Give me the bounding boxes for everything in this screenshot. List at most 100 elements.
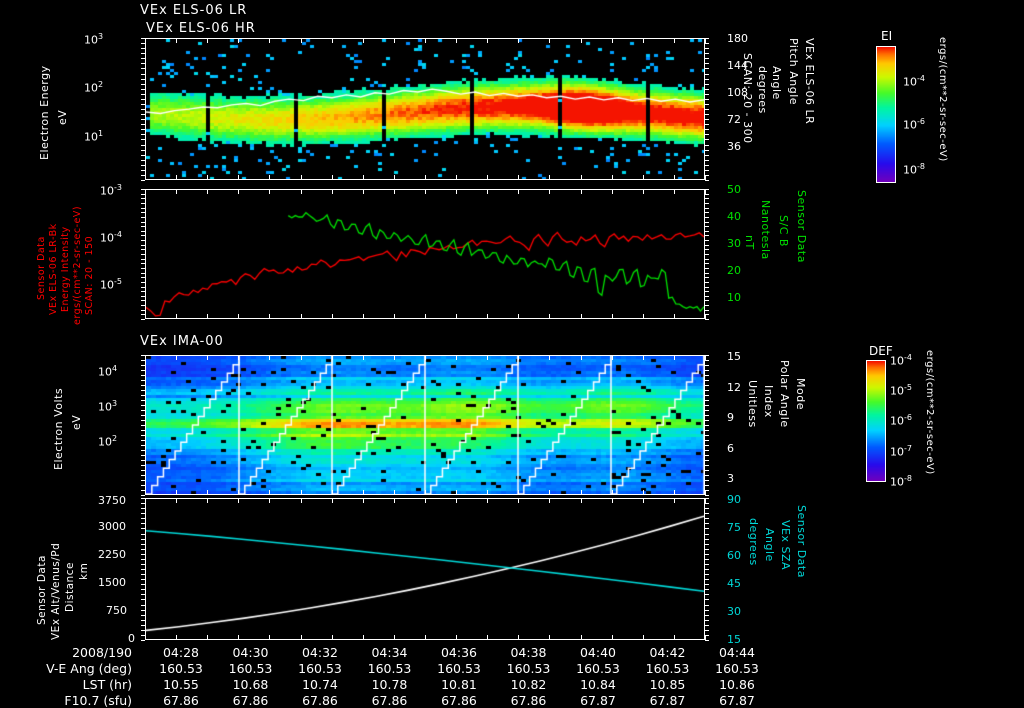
axis-minor-tick [705, 272, 709, 274]
colorbar2-units-text: ergs/(cm**2-sr-sec-eV) [924, 350, 935, 475]
colorbar2-tick-4: 10-8 [890, 474, 912, 489]
axis-minor-tick [141, 558, 145, 560]
axis-minor-tick [141, 465, 145, 466]
axis-minor-tick [705, 189, 709, 190]
colorbar1-tick-2: 10-8 [903, 162, 925, 177]
axis-minor-tick [141, 63, 145, 65]
axis-tick [176, 189, 178, 194]
table-cell: 67.86 [232, 693, 269, 708]
axis-minor-tick [141, 114, 145, 116]
axis-minor-tick [141, 88, 145, 90]
table-cell: 160.53 [159, 661, 203, 676]
axis-minor-tick [141, 553, 145, 555]
colorbar2-tick-2: 10-6 [890, 413, 912, 428]
panel4-ytick-2: 2250 [98, 548, 126, 561]
panel2-right-label-2: Nanotesla [759, 200, 772, 260]
axis-minor-tick [705, 109, 709, 110]
panel3-rytick-0: 15 [727, 350, 741, 363]
panel4-left-label-2: Distance [64, 562, 76, 612]
axis-minor-tick [705, 375, 709, 376]
panel1-ytick-0: 103 [84, 32, 104, 47]
axis-minor-tick [141, 385, 145, 386]
axis-tick [611, 189, 613, 194]
axis-minor-tick [705, 202, 709, 204]
axis-minor-tick [141, 277, 145, 279]
colorbar1-units: ergs/(cm**2-sr-sec-eV) [937, 37, 948, 162]
axis-tick [269, 635, 271, 640]
panel3-left-axis-units-text: eV [70, 414, 83, 430]
axis-minor-tick [705, 533, 709, 535]
axis-minor-tick [705, 230, 709, 232]
axis-minor-tick [705, 528, 709, 530]
axis-minor-tick [705, 83, 709, 85]
axis-minor-tick [141, 53, 145, 55]
axis-minor-tick [705, 309, 709, 311]
table-cell: 04:44 [718, 645, 756, 660]
axis-minor-tick [705, 254, 709, 255]
panel2-rytick-1: 40 [727, 210, 741, 223]
axis-tick [145, 175, 146, 180]
axis-minor-tick [141, 109, 145, 110]
axis-minor-tick [705, 395, 709, 396]
axis-minor-tick [705, 425, 709, 426]
axis-minor-tick [705, 360, 709, 361]
axis-minor-tick [705, 569, 709, 570]
panel2-left-label-4-text: SCAN: 20 - 150 [84, 235, 95, 315]
axis-minor-tick [705, 390, 709, 391]
axis-tick [705, 189, 706, 194]
axis-minor-tick [141, 395, 145, 396]
axis-tick [673, 314, 675, 319]
table-cell: 160.53 [367, 661, 412, 676]
axis-minor-tick [141, 508, 145, 510]
axis-tick [425, 314, 426, 319]
axis-tick [331, 490, 333, 495]
panel2-rytick-3: 20 [727, 264, 741, 277]
table-cell: 04:28 [162, 645, 200, 660]
axis-tick [673, 175, 675, 180]
axis-tick [362, 189, 364, 194]
axis-minor-tick [141, 212, 145, 214]
panel4-ytick-3: 1500 [98, 576, 126, 589]
axis-minor-tick [705, 43, 709, 45]
table-cell: 160.53 [715, 661, 759, 676]
axis-minor-tick [141, 495, 145, 496]
panel3-ytick-1: 103 [98, 399, 118, 414]
axis-minor-tick [141, 258, 145, 260]
table-cell: 04:40 [579, 645, 617, 660]
axis-minor-tick [141, 119, 145, 121]
axis-minor-tick [705, 295, 709, 297]
axis-minor-tick [141, 254, 145, 255]
axis-minor-tick [141, 240, 145, 242]
axis-tick [207, 314, 209, 319]
axis-minor-tick [705, 319, 709, 320]
axis-minor-tick [141, 624, 145, 626]
axis-tick [362, 490, 364, 495]
panel1-title-hr: VEx ELS-06 HR [146, 21, 256, 36]
colorbar1-units-text: ergs/(cm**2-sr-sec-eV) [937, 37, 948, 162]
panel2-left-label-1: VEx ELS-06 LR-Bk [48, 223, 59, 315]
panel1-title-lr: VEx ELS-06 LR [140, 3, 248, 18]
axis-tick [549, 498, 551, 503]
axis-tick [145, 314, 146, 319]
axis-minor-tick [141, 533, 145, 535]
axis-tick [176, 314, 178, 319]
panel3-left-axis-units: eV [70, 415, 83, 430]
axis-minor-tick [705, 420, 709, 421]
axis-tick [425, 498, 426, 503]
axis-tick [518, 355, 520, 360]
axis-minor-tick [141, 144, 145, 146]
axis-tick [425, 355, 426, 360]
axis-tick [425, 189, 426, 194]
axis-minor-tick [705, 149, 709, 151]
panel4-rytick-5: 15 [727, 633, 741, 646]
axis-tick [705, 175, 706, 180]
axis-minor-tick [705, 180, 709, 181]
axis-minor-tick [141, 48, 145, 50]
axis-tick [300, 498, 302, 503]
axis-minor-tick [705, 93, 709, 95]
axis-tick [238, 635, 240, 640]
axis-tick [673, 189, 675, 194]
axis-minor-tick [141, 523, 145, 525]
axis-minor-tick [705, 410, 709, 411]
panel2-left-label-2: Energy Intensity [60, 226, 71, 312]
